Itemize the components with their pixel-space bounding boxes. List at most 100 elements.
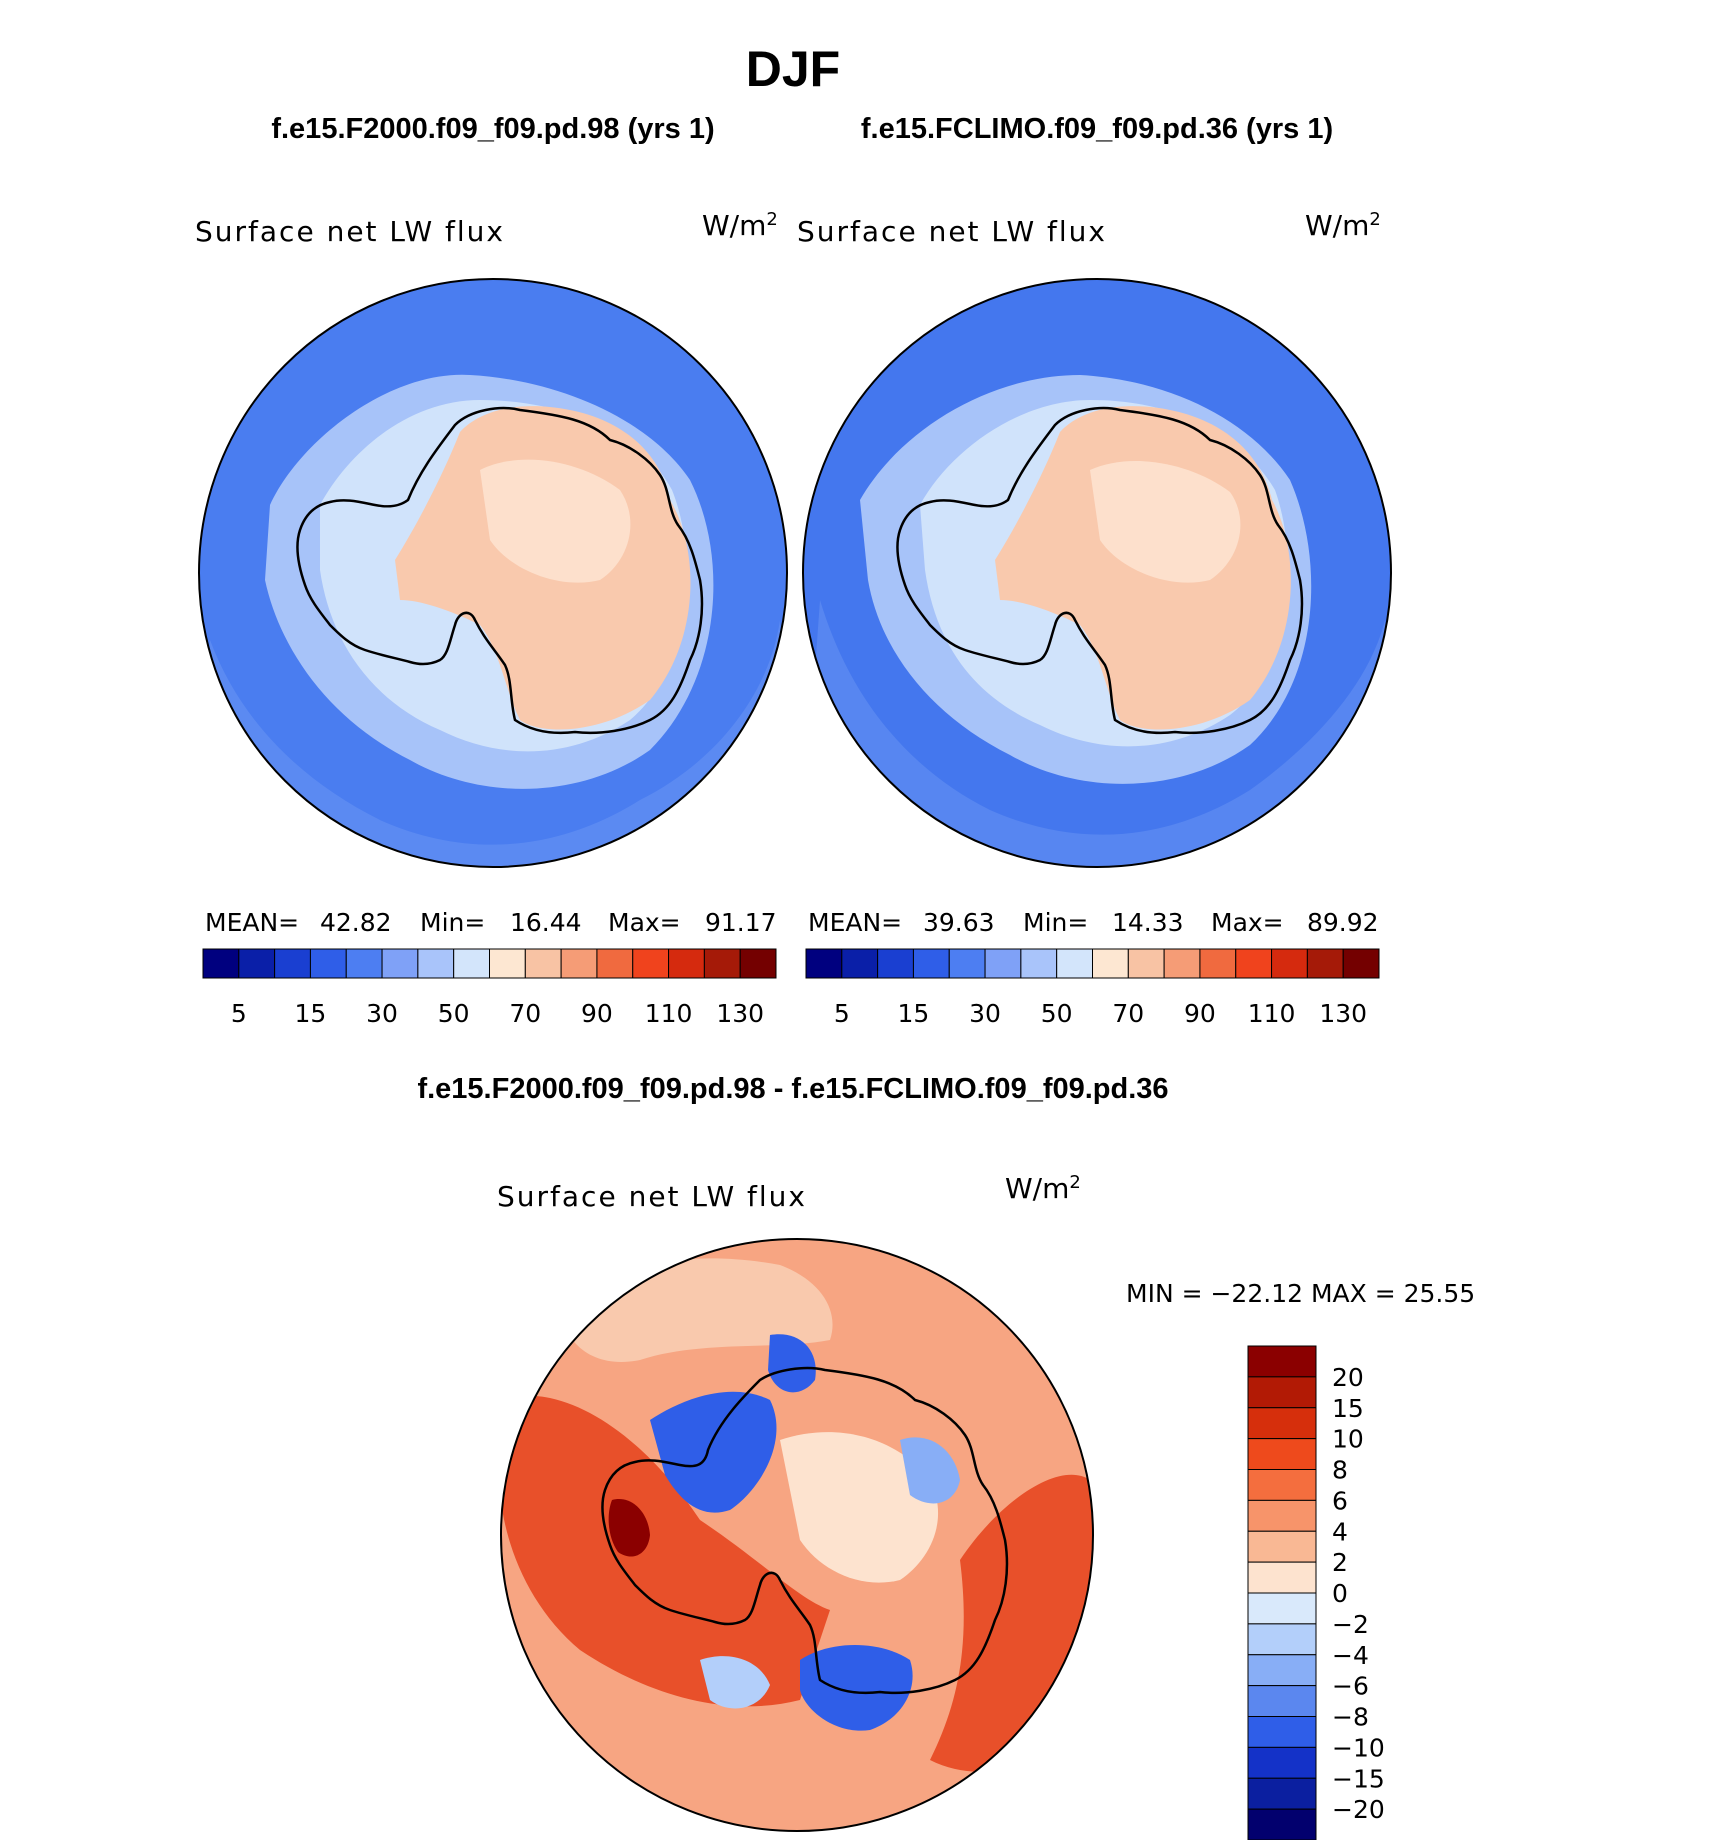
panel-right-units: W/m2 <box>1305 209 1381 242</box>
panel-left-variable-label: Surface net LW flux <box>195 215 505 248</box>
colorbar-diff-tick-label: 20 <box>1332 1363 1364 1392</box>
colorbar-right-swatch-13 <box>1271 948 1308 979</box>
colorbar-diff-swatch-14 <box>1247 1777 1317 1810</box>
map-right <box>803 279 1391 867</box>
map-diff-blue-south <box>800 1645 913 1731</box>
colorbar-right-swatch-10 <box>1163 948 1201 979</box>
colorbar-right-swatch-15 <box>1342 948 1380 979</box>
panel-right-stats: MEAN= 39.63 Min= 14.33 Max= 89.92 <box>808 908 1379 937</box>
colorbar-diff-tick-label: 6 <box>1332 1486 1348 1515</box>
panel-right-min-value: 14.33 <box>1112 908 1184 937</box>
colorbar-left-swatch-14 <box>703 948 741 979</box>
map-right-coastline <box>896 406 1304 735</box>
colorbar-right-swatch-4 <box>948 948 986 979</box>
colorbar-left-tick-label: 5 <box>231 999 247 1028</box>
panel-left-stats: MEAN= 42.82 Min= 16.44 Max= 91.17 <box>205 908 777 937</box>
colorbar-diff-tick-label: −4 <box>1332 1641 1369 1670</box>
panel-left-units: W/m2 <box>702 209 778 242</box>
colorbar-left-swatch-15 <box>739 948 777 979</box>
colorbar-right-swatch-12 <box>1235 948 1273 979</box>
panel-left-mean-label: MEAN= <box>205 908 299 937</box>
figure-title: DJF <box>746 41 840 97</box>
diff-panel-variable-label: Surface net LW flux <box>497 1180 807 1213</box>
map-right-warm-patch <box>1090 461 1241 583</box>
colorbar-right-tick-label: 70 <box>1112 999 1144 1028</box>
map-diff-warm-west <box>501 1395 830 1707</box>
colorbar-right-tick-label: 50 <box>1041 999 1073 1028</box>
colorbar-diff-tick-label: −2 <box>1332 1610 1369 1639</box>
colorbar-left-tick-label: 110 <box>645 999 693 1028</box>
diff-panel-units: W/m2 <box>1005 1172 1081 1205</box>
colorbar-left-tick-label: 130 <box>716 999 764 1028</box>
map-diff-blue-east <box>900 1437 960 1504</box>
map-left-outline <box>198 278 788 868</box>
colorbar-right-swatch-7 <box>1056 948 1093 979</box>
diff-panel-title: f.e15.F2000.f09_f09.pd.98 - f.e15.FCLIMO… <box>417 1073 1168 1105</box>
colorbar-diff-swatch-10 <box>1247 1654 1317 1687</box>
colorbar-diff-swatch-4 <box>1247 1469 1317 1501</box>
colorbar-diff-swatch-8 <box>1247 1592 1317 1625</box>
panel-left-min-label: Min= <box>420 908 485 937</box>
colorbar-left-tick-label: 30 <box>366 999 398 1028</box>
map-left-dark-band <box>200 620 787 867</box>
colorbar-right-swatch-11 <box>1199 948 1237 979</box>
colorbar-right-tick-label: 130 <box>1319 999 1367 1028</box>
colorbar-right-tick-label: 110 <box>1248 999 1296 1028</box>
colorbar-left: 5 15 30 50 70 90 110 130 <box>202 948 777 1028</box>
map-left <box>199 279 787 867</box>
panel-left-units-base: W/m <box>702 209 766 242</box>
colorbar-diff-swatch-2 <box>1247 1407 1317 1440</box>
panel-right-units-base: W/m <box>1305 209 1369 242</box>
map-diff-coastline <box>601 1366 1009 1695</box>
colorbar-left-swatch-11 <box>596 948 634 979</box>
colorbar-diff-tick-label: −20 <box>1332 1795 1385 1824</box>
colorbar-right-swatch-0 <box>805 948 843 979</box>
map-diff <box>501 1239 1093 1831</box>
colorbar-diff-tick-label: 2 <box>1332 1548 1348 1577</box>
colorbar-diff-swatch-6 <box>1247 1530 1317 1563</box>
map-diff-max-patch <box>608 1499 650 1557</box>
colorbar-left-swatch-6 <box>417 948 455 979</box>
colorbar-left-tick-label: 50 <box>438 999 470 1028</box>
colorbar-diff-tick-label: −8 <box>1332 1703 1369 1732</box>
colorbar-diff-swatch-3 <box>1247 1438 1317 1470</box>
colorbar-diff-tick-label: 8 <box>1332 1456 1348 1485</box>
colorbar-right-tick-label: 15 <box>898 999 930 1028</box>
colorbar-left-swatch-8 <box>489 948 526 979</box>
colorbar-right-swatch-9 <box>1127 948 1165 979</box>
panel-right-variable-label: Surface net LW flux <box>797 215 1107 248</box>
colorbar-left-tick-label: 15 <box>295 999 327 1028</box>
panel-right-min-label: Min= <box>1023 908 1088 937</box>
panel-right-max-value: 89.92 <box>1307 908 1379 937</box>
colorbar-diff-swatch-15 <box>1247 1808 1317 1840</box>
panel-left-max-label: Max= <box>608 908 681 937</box>
map-left-coastline <box>296 406 704 735</box>
colorbar-right-swatch-5 <box>984 948 1022 979</box>
colorbar-right-swatch-3 <box>912 948 950 979</box>
colorbar-diff-swatch-9 <box>1247 1623 1317 1656</box>
colorbar-left-swatch-10 <box>560 948 598 979</box>
colorbar-diff-tick-label: 4 <box>1332 1517 1348 1546</box>
panel-left-mean-value: 42.82 <box>320 908 392 937</box>
map-diff-blue-north-2 <box>768 1334 816 1393</box>
colorbar-diff-tick-label: 0 <box>1332 1579 1348 1608</box>
colorbar-right-tick-label: 30 <box>969 999 1001 1028</box>
map-right-outline <box>802 278 1392 868</box>
colorbar-diff-swatch-0 <box>1247 1345 1317 1378</box>
colorbar-diff-tick-label: −6 <box>1332 1672 1369 1701</box>
colorbar-right-tick-label: 5 <box>834 999 850 1028</box>
panel-left-case-title: f.e15.F2000.f09_f09.pd.98 (yrs 1) <box>271 113 714 145</box>
colorbar-left-swatch-13 <box>668 948 705 979</box>
panel-right-case-title: f.e15.FCLIMO.f09_f09.pd.36 (yrs 1) <box>861 113 1333 145</box>
colorbar-diff-tick-label: −15 <box>1332 1764 1385 1793</box>
colorbar-left-swatch-5 <box>381 948 419 979</box>
colorbar-left-swatch-9 <box>524 948 562 979</box>
colorbar-left-swatch-7 <box>453 948 490 979</box>
map-diff-near-zero <box>780 1432 939 1583</box>
diff-panel-units-exponent: 2 <box>1069 1172 1080 1193</box>
colorbar-diff-swatch-5 <box>1247 1499 1317 1532</box>
panel-right-max-label: Max= <box>1211 908 1284 937</box>
diff-panel-minmax: MIN = −22.12 MAX = 25.55 <box>1126 1279 1475 1308</box>
